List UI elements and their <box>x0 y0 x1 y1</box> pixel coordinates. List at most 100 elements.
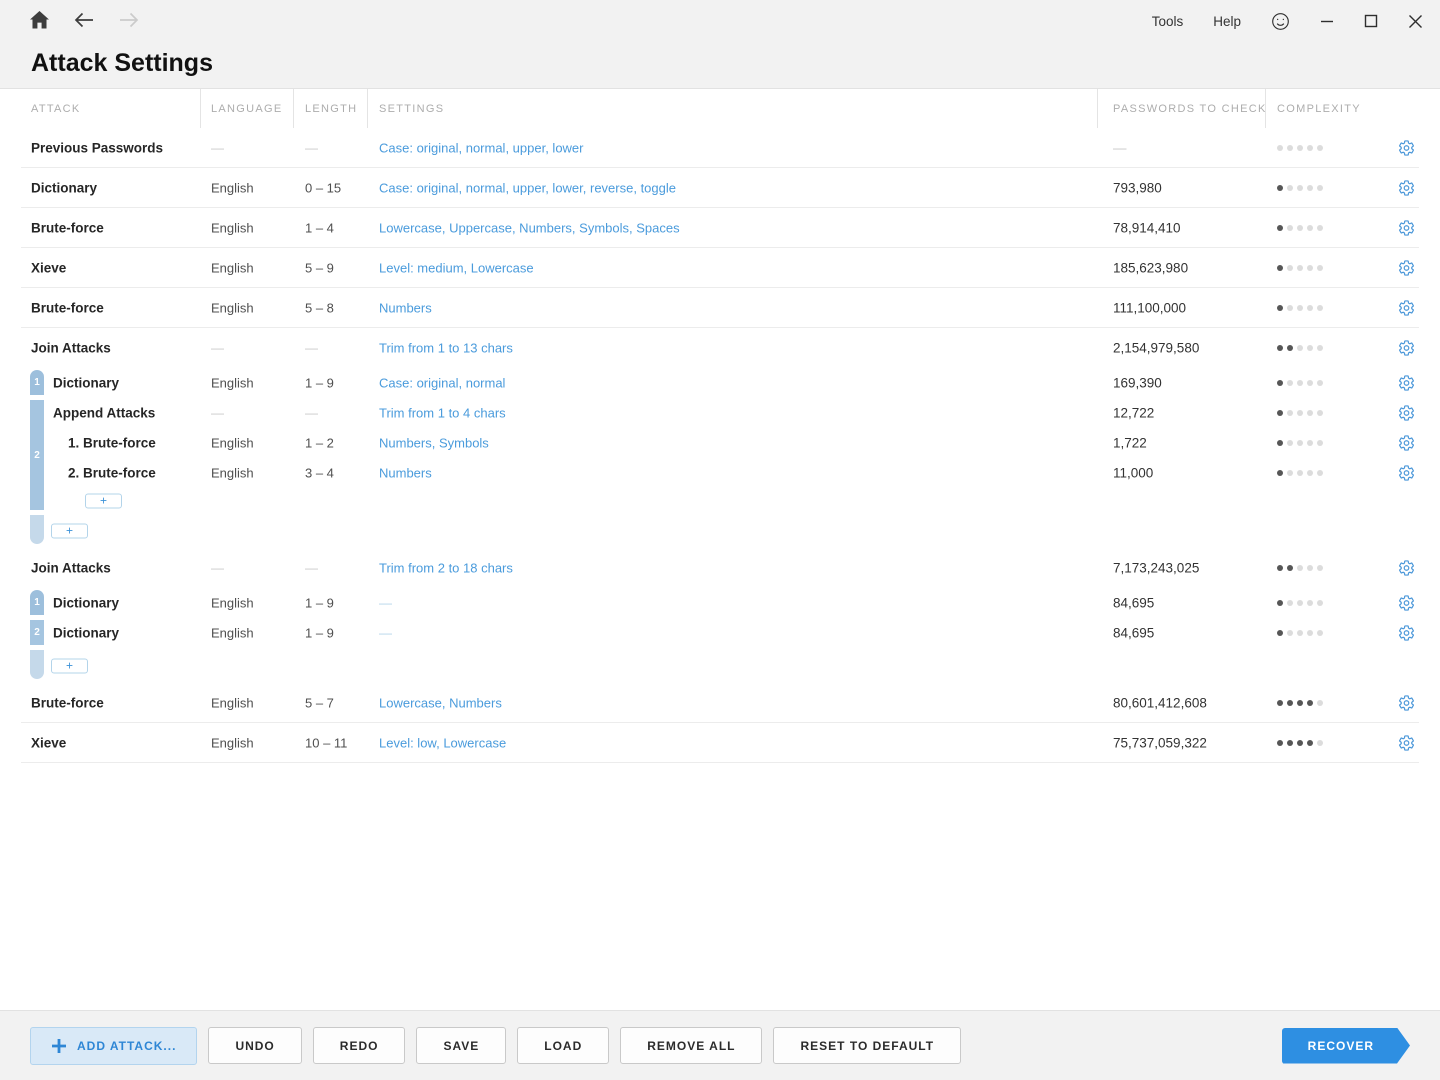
passwords-value: 111,100,000 <box>1113 300 1187 316</box>
redo-button[interactable]: REDO <box>312 1027 406 1064</box>
maximize-icon[interactable] <box>1364 14 1378 28</box>
complexity-meter <box>1277 305 1323 311</box>
complexity-dot <box>1307 185 1313 191</box>
attack-name: Brute-force <box>31 300 104 316</box>
complexity-dot <box>1307 470 1313 476</box>
settings-link[interactable]: Numbers, Symbols <box>379 435 489 451</box>
complexity-dot <box>1307 145 1313 151</box>
attack-name: Join Attacks <box>31 560 111 576</box>
sub-attack-row: Dictionary English 1 – 9 — 84,695 <box>0 588 1440 618</box>
gear-icon[interactable] <box>1398 595 1415 612</box>
settings-link[interactable]: Lowercase, Uppercase, Numbers, Symbols, … <box>379 220 680 236</box>
complexity-dot <box>1297 305 1303 311</box>
length-cell: — <box>305 560 318 576</box>
complexity-meter <box>1277 600 1323 606</box>
length-cell: 1 – 4 <box>305 220 334 236</box>
attack-name: Join Attacks <box>31 340 111 356</box>
settings-link[interactable]: Level: medium, Lowercase <box>379 260 534 276</box>
gear-icon[interactable] <box>1398 560 1415 577</box>
complexity-dot <box>1287 185 1293 191</box>
gear-icon[interactable] <box>1398 435 1415 452</box>
close-icon[interactable] <box>1408 14 1423 29</box>
complexity-dot <box>1277 185 1283 191</box>
complexity-dot <box>1317 345 1323 351</box>
complexity-dot <box>1297 470 1303 476</box>
join-group-indicator: 2 <box>30 620 44 645</box>
settings-link[interactable]: Trim from 2 to 18 chars <box>379 560 513 576</box>
table-rows: Previous Passwords — — Case: original, norm… <box>0 128 1440 763</box>
complexity-dot <box>1307 345 1313 351</box>
complexity-dot <box>1287 600 1293 606</box>
settings-link[interactable]: Trim from 1 to 13 chars <box>379 340 513 356</box>
language-cell: English <box>211 465 254 481</box>
forward-icon[interactable] <box>119 12 139 28</box>
length-cell: — <box>305 140 318 156</box>
passwords-value: 78,914,410 <box>1113 220 1181 236</box>
complexity-dot <box>1277 380 1283 386</box>
add-sub-attack-button[interactable]: + <box>51 658 88 673</box>
gear-icon[interactable] <box>1398 465 1415 482</box>
add-sub-attack-button[interactable]: + <box>85 493 122 508</box>
gear-icon[interactable] <box>1398 180 1415 197</box>
complexity-dot <box>1307 600 1313 606</box>
header-divider <box>293 89 294 128</box>
complexity-dot <box>1317 225 1323 231</box>
settings-link[interactable]: Lowercase, Numbers <box>379 695 502 711</box>
undo-button[interactable]: UNDO <box>208 1027 302 1064</box>
passwords-value: 7,173,243,025 <box>1113 560 1200 576</box>
back-icon[interactable] <box>74 12 94 28</box>
gear-icon[interactable] <box>1398 220 1415 237</box>
attack-name: Dictionary <box>31 180 98 196</box>
passwords-value: 793,980 <box>1113 180 1162 196</box>
complexity-dot <box>1287 225 1293 231</box>
passwords-value: 185,623,980 <box>1113 260 1189 276</box>
attack-name: Brute-force <box>31 220 104 236</box>
feedback-smiley-icon[interactable] <box>1271 12 1290 31</box>
header-attack: ATTACK <box>31 102 81 115</box>
settings-link[interactable]: Case: original, normal <box>379 375 506 391</box>
gear-icon[interactable] <box>1398 625 1415 642</box>
settings-link[interactable]: Level: low, Lowercase <box>379 735 507 751</box>
complexity-dot <box>1277 225 1283 231</box>
menu-tools[interactable]: Tools <box>1151 13 1184 29</box>
gear-icon[interactable] <box>1398 300 1415 317</box>
menu-help[interactable]: Help <box>1213 13 1241 29</box>
complexity-dot <box>1277 345 1283 351</box>
add-attack-button[interactable]: ADD ATTACK... <box>30 1026 198 1065</box>
complexity-dot <box>1297 700 1303 706</box>
gear-icon[interactable] <box>1398 695 1415 712</box>
complexity-dot <box>1307 700 1313 706</box>
settings-link[interactable]: Numbers <box>379 465 432 481</box>
complexity-meter <box>1277 145 1323 151</box>
reset-to-default-button[interactable]: RESET TO DEFAULT <box>773 1027 962 1064</box>
attack-name: Brute-force <box>31 695 104 711</box>
language-cell: English <box>211 435 254 451</box>
add-sub-attack-button[interactable]: + <box>51 523 88 538</box>
gear-icon[interactable] <box>1398 140 1415 157</box>
settings-link[interactable]: Numbers <box>379 300 432 316</box>
complexity-dot <box>1277 410 1283 416</box>
settings-link[interactable]: Trim from 1 to 4 chars <box>379 405 506 421</box>
settings-link[interactable]: Case: original, normal, upper, lower, re… <box>379 180 676 196</box>
home-icon[interactable] <box>30 11 49 29</box>
load-button[interactable]: LOAD <box>517 1027 610 1064</box>
remove-all-button[interactable]: REMOVE ALL <box>620 1027 763 1064</box>
gear-icon[interactable] <box>1398 735 1415 752</box>
attack-row: Brute-force English 5 – 7 Lowercase, Number… <box>0 683 1440 723</box>
recover-button[interactable]: RECOVER <box>1282 1028 1410 1064</box>
save-button[interactable]: SAVE <box>416 1027 507 1064</box>
gear-icon[interactable] <box>1398 375 1415 392</box>
complexity-dot <box>1277 700 1283 706</box>
gear-icon[interactable] <box>1398 405 1415 422</box>
minimize-icon[interactable] <box>1320 14 1334 28</box>
complexity-dot <box>1287 410 1293 416</box>
complexity-dot <box>1297 630 1303 636</box>
complexity-dot <box>1287 470 1293 476</box>
gear-icon[interactable] <box>1398 340 1415 357</box>
settings-link[interactable]: Case: original, normal, upper, lower <box>379 140 584 156</box>
complexity-meter <box>1277 345 1323 351</box>
complexity-dot <box>1287 380 1293 386</box>
attack-name: Xieve <box>31 260 67 276</box>
gear-icon[interactable] <box>1398 260 1415 277</box>
complexity-dot <box>1277 600 1283 606</box>
